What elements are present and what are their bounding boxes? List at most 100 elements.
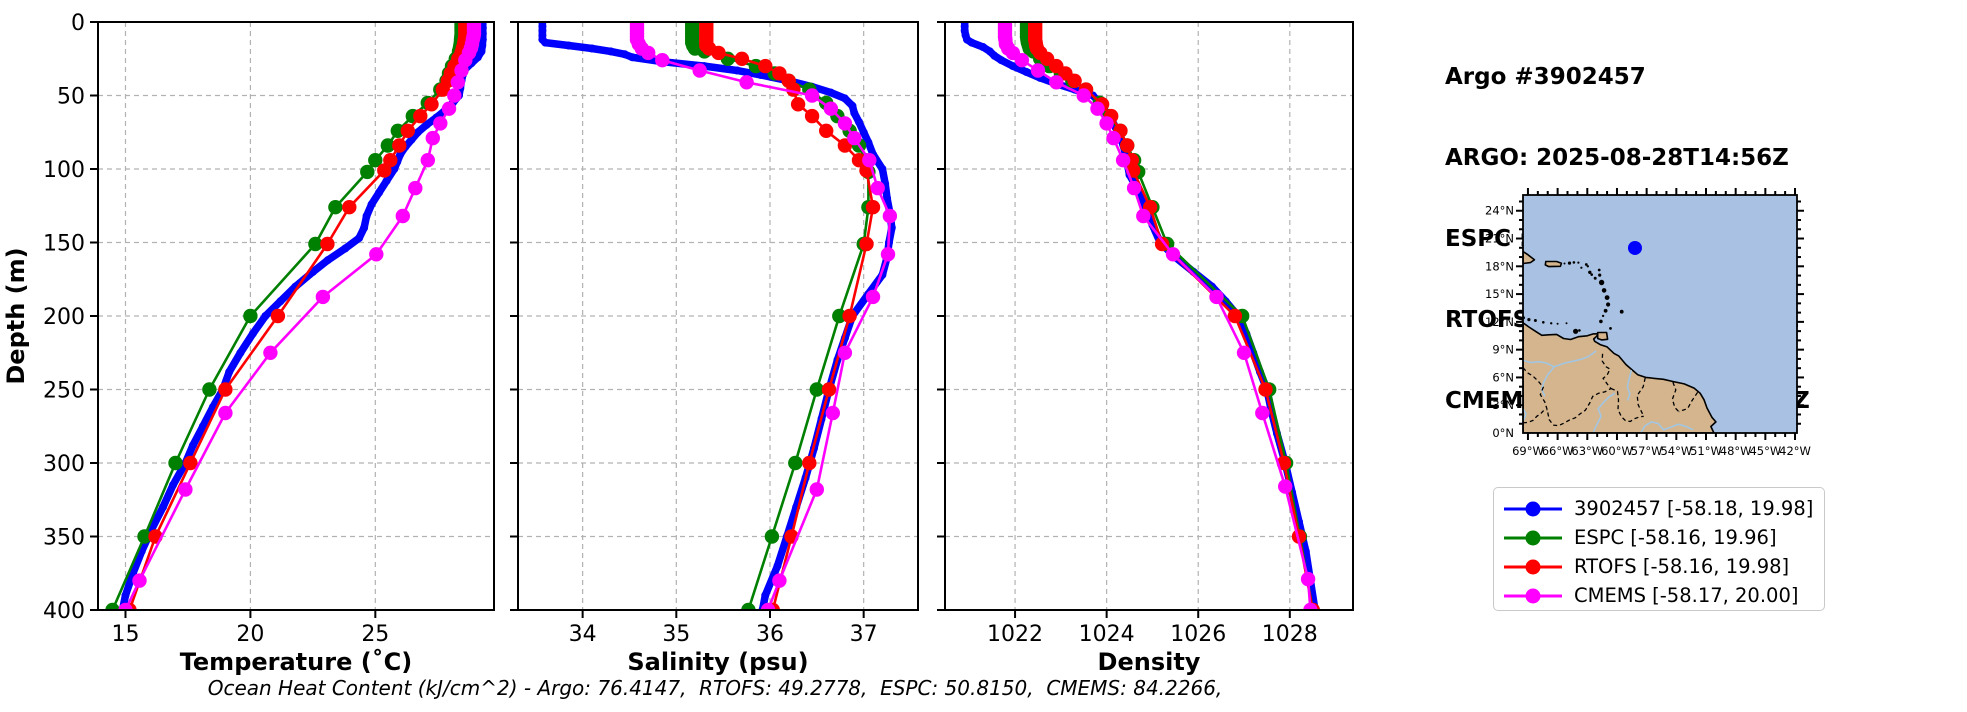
island [1588, 270, 1592, 274]
legend-marker-icon [1504, 588, 1562, 603]
x-tick-label: 34 [569, 622, 597, 647]
map-frame [1522, 194, 1798, 434]
y-tick-label: 200 [43, 305, 85, 330]
map-lon-label: 45°W [1749, 444, 1781, 458]
density-rtofs-marker [1120, 138, 1135, 153]
island [1609, 327, 1612, 330]
island [1586, 265, 1589, 268]
island [1601, 314, 1605, 318]
map-lat-label: 21°N [1485, 232, 1514, 246]
island [1598, 279, 1605, 286]
temperature-espc-marker [168, 455, 183, 471]
temperature-3902457-marker [362, 212, 371, 220]
salinity-3902457-marker [628, 53, 637, 62]
temperature-cmems-marker [447, 88, 462, 103]
density-rtofs-marker [1154, 236, 1170, 252]
y-tick-label: 250 [43, 379, 85, 404]
map-lon-label: 42°W [1779, 444, 1811, 458]
map-group: 69°W66°W63°W60°W57°W54°W51°W48°W45°W42°W… [1485, 188, 1811, 458]
density-cmems-marker [1209, 289, 1224, 305]
salinity-cmems-marker [641, 45, 656, 61]
temperature-espc-marker [202, 382, 217, 397]
salinity-cmems-marker [870, 180, 885, 196]
temperature-3902457-marker [422, 120, 431, 129]
density-cmems-marker [1090, 101, 1105, 116]
temperature-espc-marker [380, 138, 395, 153]
y-tick-label: 50 [57, 85, 85, 110]
temperature-rtofs-marker [342, 200, 357, 215]
temperature-rtofs-marker [320, 236, 335, 252]
legend-label: RTOFS [-58.16, 19.98] [1574, 555, 1790, 578]
island [1606, 302, 1611, 307]
map-lon-label: 51°W [1690, 444, 1722, 458]
island [1578, 329, 1581, 332]
salinity-3902457-marker [588, 44, 596, 53]
temperature-rtofs-marker [377, 163, 392, 178]
map-lon-label: 48°W [1720, 444, 1752, 458]
map-lon-label: 66°W [1542, 444, 1574, 458]
temperature-rtofs-marker [218, 382, 233, 397]
island [1593, 276, 1597, 280]
density-3902457-marker [990, 51, 999, 60]
density-cmems-marker [1136, 208, 1151, 224]
density-cmems-marker [1303, 602, 1318, 610]
island [1601, 288, 1607, 293]
x-tick-label: 15 [111, 622, 139, 647]
salinity-panel: 34 35 36 37 Salinity (psu) [510, 21, 919, 676]
salinity-rtofs-marker [711, 45, 726, 61]
island [1533, 319, 1537, 322]
salinity-cmems-marker [655, 53, 670, 68]
river [1523, 359, 1555, 368]
salinity-cmems-marker [862, 153, 877, 168]
temperature-3902457-marker [198, 422, 207, 431]
temperature-cmems-marker [395, 208, 410, 224]
salinity-3902457-marker [773, 561, 782, 570]
temperature-cmems-marker [218, 405, 233, 421]
island [1563, 262, 1566, 265]
landmass [1523, 250, 1536, 265]
map-lat-label: 12°N [1485, 315, 1514, 329]
density-cmems-marker [1014, 53, 1030, 68]
salinity-rtofs-marker [821, 382, 837, 397]
temperature-3902457-marker [236, 348, 245, 357]
temperature-3902457-marker [341, 244, 350, 253]
temperature-3902457-marker [159, 503, 167, 512]
temperature-espc-marker [243, 308, 258, 324]
salinity-3902457-marker [733, 66, 742, 75]
density-3902457-marker [1022, 68, 1031, 76]
island [1590, 273, 1593, 276]
salinity-axis-label: Salinity (psu) [627, 648, 808, 676]
salinity-3902457-marker [620, 50, 629, 59]
island [1604, 295, 1610, 300]
map-lon-label: 69°W [1512, 444, 1544, 458]
island [1597, 268, 1601, 272]
temperature-3902457-marker [261, 312, 270, 320]
density-cmems-marker [1126, 180, 1142, 196]
salinity-3902457-marker [541, 38, 550, 47]
country-border [1636, 377, 1646, 417]
density-3902457-marker [967, 38, 976, 47]
salinity-3902457-marker [606, 47, 615, 56]
salinity-3902457-marker [855, 118, 863, 126]
country-border [1523, 409, 1548, 424]
legend-label: ESPC [-58.16, 19.96] [1574, 526, 1777, 549]
salinity-3902457-marker [564, 41, 573, 50]
density-3902457-marker [997, 56, 1006, 65]
density-cmems-marker [1099, 116, 1114, 131]
legend-entry-cmems: CMEMS [-58.17, 20.00] [1502, 581, 1824, 610]
temperature-3902457-marker [276, 297, 285, 306]
density-cmems-marker [1255, 405, 1270, 421]
temperature-axis-label: Temperature (˚C) [180, 648, 413, 676]
map-lat-label: 15°N [1485, 287, 1514, 301]
country-border [1523, 367, 1612, 427]
country-border [1671, 381, 1680, 413]
island [1527, 318, 1531, 322]
legend-entry-3902457: 3902457 [-58.18, 19.98] [1502, 494, 1824, 523]
temperature-3902457-marker [478, 35, 487, 44]
temperature-3902457-marker [367, 200, 376, 209]
x-tick-label: 37 [850, 622, 878, 647]
density-3902457-marker [1008, 62, 1017, 71]
map-lon-label: 60°W [1601, 444, 1633, 458]
salinity-rtofs-marker [734, 51, 750, 66]
salinity-rtofs-marker [865, 200, 881, 215]
